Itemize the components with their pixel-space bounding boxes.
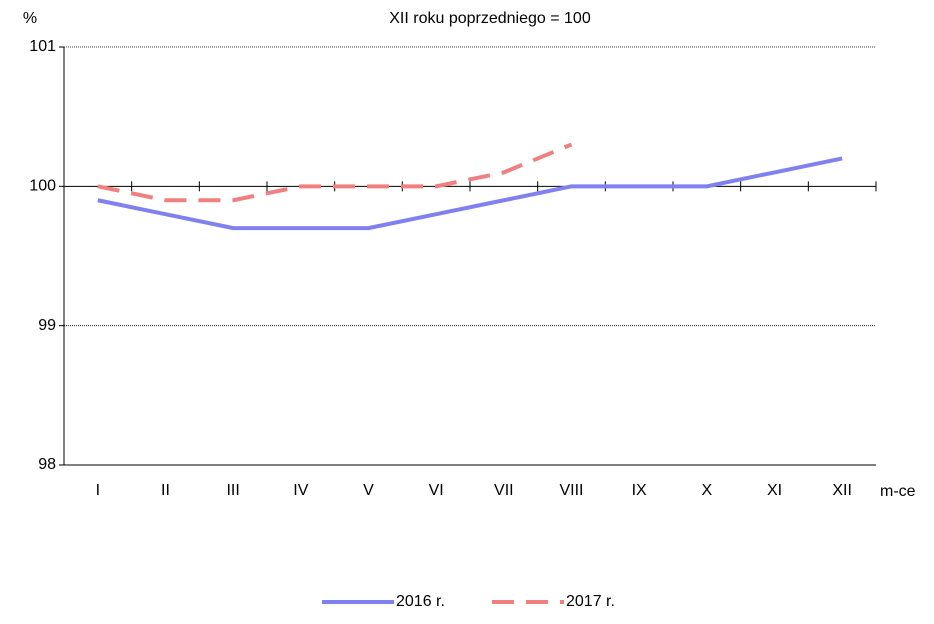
x-tick-label: VIII (559, 482, 583, 499)
y-tick-label: 100 (29, 178, 56, 195)
chart-title: XII roku poprzedniego = 100 (389, 10, 591, 27)
x-tick-label: IX (632, 482, 647, 499)
x-tick-label: III (226, 482, 239, 499)
series-line (97, 142, 573, 203)
y-tick-label: 98 (38, 456, 56, 473)
x-tick-label: V (363, 482, 374, 499)
x-tick-label: XII (832, 482, 852, 499)
x-tick-label: IV (293, 482, 308, 499)
x-tick-label: VII (494, 482, 514, 499)
y-tick-label: 101 (29, 38, 56, 55)
legend-label: 2016 r. (396, 593, 445, 610)
series-line (97, 156, 843, 231)
x-tick-label: I (96, 482, 100, 499)
x-axis-label: m-ce (880, 483, 916, 500)
y-axis-label: % (23, 10, 37, 27)
legend-label: 2017 r. (566, 593, 615, 610)
y-tick-label: 99 (38, 317, 56, 334)
x-tick-label: II (161, 482, 170, 499)
x-tick-label: XI (767, 482, 782, 499)
x-tick-label: X (701, 482, 712, 499)
x-tick-label: VI (429, 482, 444, 499)
